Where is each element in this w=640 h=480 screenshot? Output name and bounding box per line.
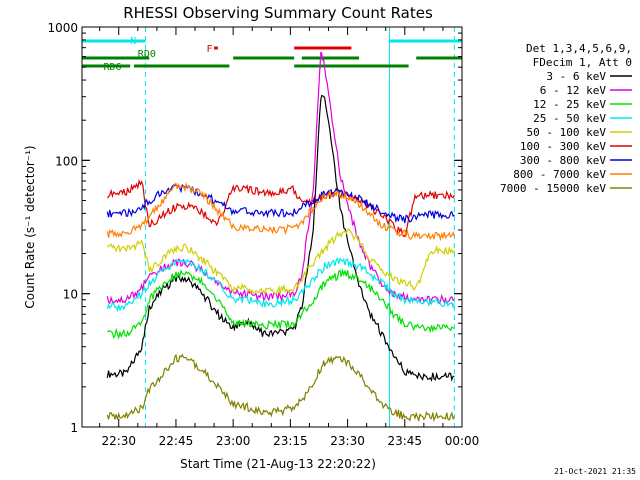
x-axis-label: Start Time (21-Aug-13 22:20:22) [180,457,376,471]
chart-title: RHESSI Observing Summary Count Rates [123,4,433,22]
series-line-800-7000-keV [106,181,455,242]
plot-area: N F RD0 RD6 [82,27,462,427]
x-tick-label: 23:30 [330,434,365,448]
plot-frame [81,26,463,428]
series-line-50-100-keV [106,228,455,296]
legend-entry-label: 50 - 100 keV [527,126,607,139]
footer-date: 21-Oct-2021 21:35 [554,467,636,476]
series-line-25-50-keV [106,256,455,313]
legend-entry-label: 6 - 12 keV [540,84,607,97]
x-tick-label: 23:15 [273,434,308,448]
legend-entry-label: 100 - 300 keV [520,140,606,153]
series-line-7000-15000-keV [106,353,455,423]
flag-label-rd6: RD6 [103,62,121,73]
y-tick-label: 10 [63,288,78,302]
x-tick-label: 23:45 [387,434,422,448]
legend-header-line-1: Det 1,3,4,5,6,9, [526,42,632,55]
y-tick-label: 100 [55,154,78,168]
series-line-300-800-keV [106,182,455,224]
legend-header-line-2: FDecim 1, Att 0 [533,56,632,69]
x-tick-label: 00:00 [445,434,480,448]
x-tick-label: 22:30 [101,434,136,448]
legend-entry-label: 12 - 25 keV [533,98,606,111]
flag-label-f: F [206,44,212,55]
y-tick-label: 1 [70,421,78,435]
legend-entry-label: 7000 - 15000 keV [500,182,606,195]
legend-entry-label: 300 - 800 keV [520,154,606,167]
y-axis-label: Count Rate (s⁻¹ detector⁻¹) [23,145,37,308]
legend-entry-label: 25 - 50 keV [533,112,606,125]
flag-label-rd0: RD0 [138,49,156,60]
x-tick-label: 23:00 [216,434,251,448]
series-line-12-25-keV [107,268,455,340]
flag-label-n: N [130,36,136,47]
axes: 1 10 100 1000 22:30 22:45 23:00 23:15 23:30 23:45… [47,21,479,448]
legend: Det 1,3,4,5,6,9, FDecim 1, Att 0 3 - 6 k… [500,42,632,195]
x-tick-label: 22:45 [159,434,194,448]
y-tick-label: 1000 [47,21,78,35]
legend-entry-label: 800 - 7000 keV [513,168,606,181]
legend-entry-label: 3 - 6 keV [546,70,606,83]
series-line-3-6-keV [106,94,455,382]
